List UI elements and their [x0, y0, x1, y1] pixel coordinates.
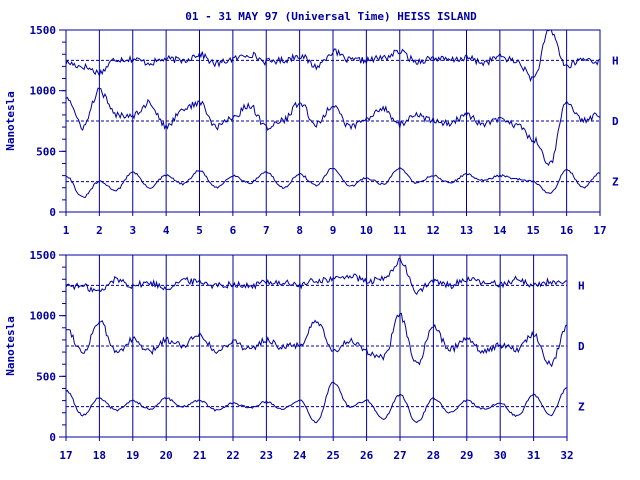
x-tick-label: 17: [59, 449, 72, 462]
chart-panel-bottom: H D Z 0 500 1000 1500 17 18 19 20 21 22 23 24 25 26 27 28 2…: [4, 249, 585, 462]
x-tick-label: 19: [126, 449, 139, 462]
x-tick-label: 2: [96, 224, 103, 237]
series-label-z: Z: [612, 176, 619, 189]
series-label-z: Z: [578, 401, 585, 414]
x-tick-label: 26: [360, 449, 374, 462]
series-label-d: D: [578, 340, 585, 353]
x-tick-label: 24: [293, 449, 307, 462]
series-trace-z: [65, 166, 601, 198]
x-tick-label: 22: [226, 449, 239, 462]
series-trace-h: [65, 29, 601, 83]
x-tick-label: 31: [527, 449, 541, 462]
y-tick-label: 1000: [30, 310, 57, 323]
x-tick-label: 10: [360, 224, 373, 237]
series-trace-z: [65, 381, 568, 424]
x-tick-label: 6: [230, 224, 237, 237]
x-tick-label: 13: [460, 224, 473, 237]
y-tick-label: 1000: [30, 85, 57, 98]
x-tick-label: 23: [260, 449, 273, 462]
x-tick-label: 16: [560, 224, 574, 237]
x-tick-label: 8: [296, 224, 303, 237]
series-label-h: H: [578, 279, 585, 292]
y-tick-label: 1500: [30, 249, 57, 262]
x-tick-label: 7: [263, 224, 270, 237]
x-tick-label: 30: [494, 449, 507, 462]
series-label-d: D: [612, 115, 619, 128]
y-axis-title: Nanotesla: [4, 316, 17, 376]
x-tick-label: 15: [527, 224, 540, 237]
x-tick-label: 25: [327, 449, 340, 462]
chart-title: 01 - 31 MAY 97 (Universal Time) HEISS IS…: [185, 10, 477, 23]
x-tick-label: 29: [460, 449, 473, 462]
x-tick-label: 32: [560, 449, 573, 462]
series-trace-d: [65, 312, 568, 368]
y-tick-label: 0: [49, 431, 56, 444]
x-tick-label: 27: [393, 449, 406, 462]
x-tick-label: 5: [196, 224, 203, 237]
x-tick-label: 4: [163, 224, 170, 237]
x-tick-label: 9: [330, 224, 337, 237]
series-trace-d: [65, 87, 601, 167]
y-tick-label: 500: [36, 145, 56, 158]
y-axis-title: Nanotesla: [4, 91, 17, 151]
plot-frame: [65, 254, 568, 438]
x-tick-label: 12: [427, 224, 440, 237]
x-tick-label: 17: [593, 224, 606, 237]
y-tick-label: 0: [49, 206, 56, 219]
x-tick-label: 20: [160, 449, 173, 462]
y-tick-label: 500: [36, 370, 56, 383]
x-tick-label: 21: [193, 449, 207, 462]
x-tick-label: 1: [63, 224, 70, 237]
x-tick-label: 11: [393, 224, 407, 237]
x-tick-label: 14: [493, 224, 507, 237]
series-label-h: H: [612, 54, 619, 67]
x-tick-label: 3: [129, 224, 136, 237]
y-tick-label: 1500: [30, 24, 57, 37]
x-tick-label: 28: [427, 449, 440, 462]
x-tick-label: 18: [93, 449, 106, 462]
series-trace-h: [65, 257, 568, 296]
